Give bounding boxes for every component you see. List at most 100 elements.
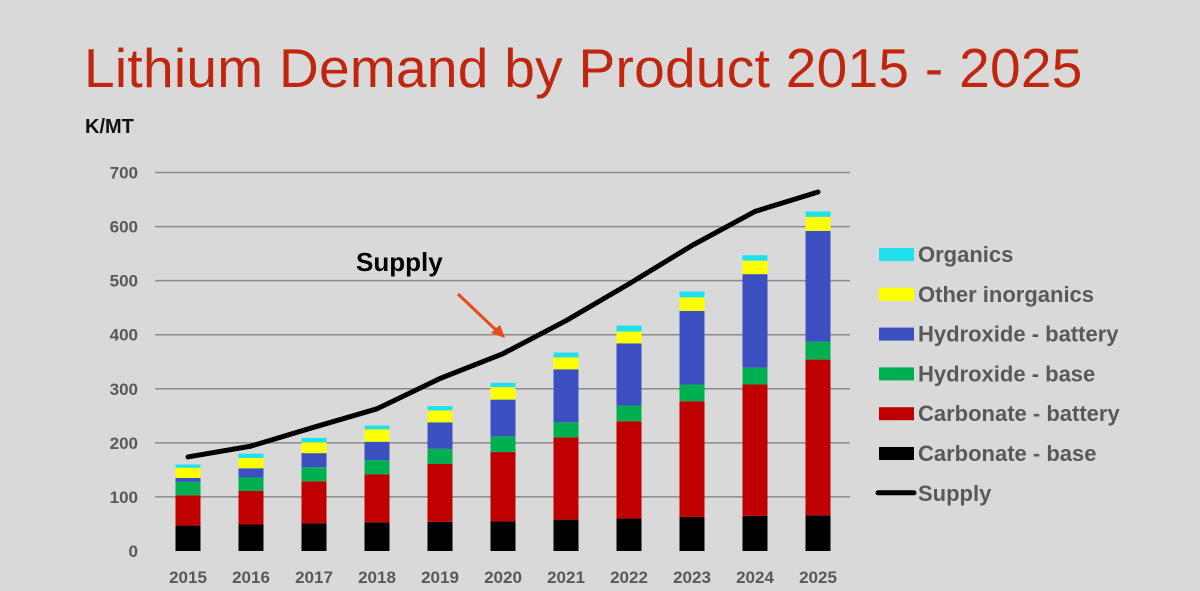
x-tick-label: 2022 <box>610 568 648 587</box>
bar-segment-carbonate-battery <box>301 481 327 524</box>
legend-label: Carbonate - base <box>918 441 1097 466</box>
bar-segment-organics <box>490 382 516 388</box>
bar-segment-other-inorganics <box>805 216 831 231</box>
bar-segment-hydroxide-battery <box>616 343 642 406</box>
bar-segment-other-inorganics <box>490 387 516 400</box>
bar-segment-hydroxide-base <box>175 481 201 496</box>
annotation-arrow <box>456 292 499 333</box>
bar-segment-hydroxide-base <box>427 448 453 464</box>
bar-segment-hydroxide-base <box>679 384 705 402</box>
bar-segment-hydroxide-battery <box>553 369 579 423</box>
bar-segment-carbonate-base <box>553 519 579 551</box>
bar-segment-carbonate-base <box>616 518 642 551</box>
bar-segment-carbonate-base <box>490 521 516 551</box>
bar-segment-organics <box>742 255 768 261</box>
bar-segment-hydroxide-battery <box>364 441 390 461</box>
y-tick-label: 100 <box>110 488 138 507</box>
legend-swatch <box>879 248 914 261</box>
y-tick-label: 700 <box>110 164 138 183</box>
x-tick-label: 2015 <box>169 568 207 587</box>
bar-segment-carbonate-battery <box>427 463 453 522</box>
bar-segment-carbonate-battery <box>679 401 705 517</box>
legend-label: Hydroxide - base <box>918 361 1095 386</box>
bar-segment-hydroxide-battery <box>175 478 201 482</box>
bar-segment-carbonate-battery <box>364 474 390 523</box>
bar-segment-carbonate-base <box>175 525 201 551</box>
bar-segment-organics <box>364 425 390 430</box>
bar-segment-organics <box>679 291 705 298</box>
bar-segment-other-inorganics <box>616 331 642 344</box>
bar-segment-carbonate-battery <box>616 421 642 519</box>
bar-segment-carbonate-battery <box>805 359 831 516</box>
bar-segment-other-inorganics <box>427 410 453 423</box>
legend-swatch <box>879 367 914 381</box>
bar-segment-carbonate-base <box>742 515 768 551</box>
bar-segment-hydroxide-base <box>301 467 327 482</box>
y-tick-label: 600 <box>110 218 138 237</box>
bar-segment-carbonate-base <box>238 524 264 551</box>
supply-annotation: Supply <box>356 247 443 277</box>
legend-swatch <box>879 407 914 421</box>
bar-segment-hydroxide-base <box>364 460 390 475</box>
x-tick-label: 2017 <box>295 568 333 587</box>
bar-segment-organics <box>427 406 453 411</box>
x-tick-label: 2024 <box>736 568 774 587</box>
chart-title: Lithium Demand by Product 2015 - 2025 <box>84 37 1083 99</box>
legend-label: Other inorganics <box>918 282 1094 307</box>
bar-segment-hydroxide-battery <box>742 274 768 368</box>
y-axis-label: K/MT <box>85 116 134 138</box>
bar-segment-carbonate-battery <box>238 490 264 525</box>
bar-segment-carbonate-base <box>805 515 831 551</box>
bar-segment-other-inorganics <box>175 467 201 479</box>
bar-segment-organics <box>301 437 327 443</box>
legend-label: Organics <box>918 242 1013 267</box>
y-tick-label: 0 <box>129 542 138 561</box>
bar-segment-hydroxide-battery <box>427 422 453 449</box>
y-tick-label: 500 <box>110 272 138 291</box>
bar-segment-hydroxide-base <box>490 436 516 453</box>
bar-segment-carbonate-battery <box>742 384 768 516</box>
bar-segment-organics <box>175 464 201 468</box>
bar-segment-other-inorganics <box>679 297 705 311</box>
legend-swatch <box>879 287 914 301</box>
bar-segment-hydroxide-battery <box>301 453 327 468</box>
bar-segment-carbonate-battery <box>553 437 579 520</box>
bar-segment-other-inorganics <box>301 442 327 454</box>
bar-segment-carbonate-base <box>679 516 705 551</box>
bar-segment-carbonate-base <box>301 523 327 551</box>
bar-segment-hydroxide-base <box>616 405 642 422</box>
bar-segment-carbonate-base <box>427 521 453 551</box>
bar-segment-hydroxide-battery <box>238 468 264 478</box>
bar-segment-other-inorganics <box>364 429 390 442</box>
legend-label: Carbonate - battery <box>918 401 1120 426</box>
x-tick-label: 2025 <box>799 568 837 587</box>
x-tick-label: 2018 <box>358 568 396 587</box>
bar-segment-organics <box>238 453 264 458</box>
bar-segment-carbonate-base <box>364 522 390 551</box>
annotation-arrowhead <box>491 325 505 338</box>
bar-segment-organics <box>553 352 579 358</box>
bar-segment-other-inorganics <box>238 457 264 469</box>
bar-segment-other-inorganics <box>553 357 579 370</box>
bar-segment-carbonate-battery <box>490 452 516 522</box>
bar-segment-hydroxide-base <box>742 367 768 385</box>
x-tick-label: 2023 <box>673 568 711 587</box>
x-tick-label: 2020 <box>484 568 522 587</box>
legend-swatch <box>879 327 914 341</box>
x-tick-label: 2021 <box>547 568 585 587</box>
x-tick-label: 2019 <box>421 568 459 587</box>
bar-segment-carbonate-battery <box>175 495 201 526</box>
y-tick-label: 200 <box>110 434 138 453</box>
y-tick-label: 400 <box>110 326 138 345</box>
legend-label: Hydroxide - battery <box>918 322 1119 347</box>
x-tick-label: 2016 <box>232 568 270 587</box>
bar-segment-hydroxide-battery <box>805 230 831 342</box>
legend-swatch <box>879 447 914 460</box>
y-tick-label: 300 <box>110 380 138 399</box>
bar-segment-other-inorganics <box>742 260 768 275</box>
legend-label: Supply <box>918 481 992 506</box>
bar-segment-hydroxide-base <box>805 341 831 360</box>
bar-segment-organics <box>805 211 831 217</box>
bar-segment-hydroxide-base <box>238 477 264 491</box>
bar-segment-hydroxide-base <box>553 422 579 438</box>
